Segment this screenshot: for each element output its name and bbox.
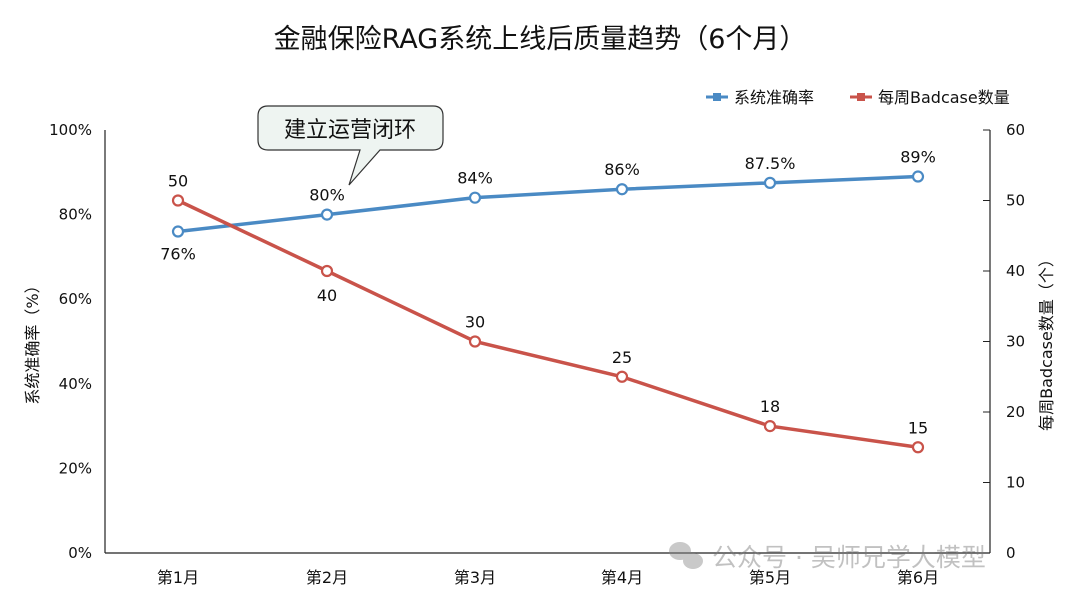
data-label: 15 [908,418,928,437]
data-point [171,194,185,207]
y-tick-label-left: 20% [59,459,92,477]
data-point [320,264,334,278]
x-tick-label: 第6月 [897,568,939,587]
data-label: 50 [168,172,188,191]
callout-text: 建立运营闭环 [284,118,416,143]
wechat-icon-small [683,553,703,569]
legend-marker-badcase-square [857,93,865,101]
wechat-icon [669,542,691,560]
legend-label-badcase: 每周Badcase数量 [878,88,1010,107]
watermark: 公众号 · 吴师兄学大模型 [669,542,986,572]
watermark-text: 公众号 · 吴师兄学大模型 [712,543,986,572]
legend-label-accuracy: 系统准确率 [734,88,814,107]
data-point [911,441,925,454]
y-tick-label-right: 40 [1006,262,1025,280]
data-point [615,370,629,383]
y-tick-label-left: 80% [59,206,92,224]
data-point [171,225,185,238]
legend-marker-accuracy-square [713,93,721,101]
data-point [468,191,482,204]
series-line-accuracy [177,174,919,234]
data-point [615,183,629,196]
data-label: 40 [317,286,337,305]
y-tick-label-right: 10 [1006,474,1025,492]
legend: 系统准确率 每周Badcase数量 [706,88,1010,107]
data-point [468,335,482,348]
y-tick-label-left: 60% [59,290,92,308]
data-label: 25 [612,348,632,367]
x-tick-label: 第1月 [157,568,199,587]
y-tick-label-right: 50 [1006,192,1025,210]
data-label: 89% [900,148,936,167]
x-tick-label: 第3月 [454,568,496,587]
y-tick-label-right: 0 [1006,544,1016,562]
annotation-callout: 建立运营闭环 [257,105,444,186]
y-axis-label-right: 每周Badcase数量（个） [1037,251,1056,431]
data-point [763,176,777,189]
y-tick-label-right: 60 [1006,121,1025,139]
x-tick-label: 第5月 [749,568,791,587]
data-point [911,170,925,183]
y-axis-label-left: 系统准确率（%） [23,277,42,404]
y-tick-label-right: 20 [1006,403,1025,421]
x-tick-label: 第4月 [601,568,643,587]
y-tick-label-right: 30 [1006,333,1025,351]
data-label: 30 [465,313,485,332]
series-line-badcase [177,198,919,449]
data-label: 18 [760,397,780,416]
y-tick-label-left: 100% [49,121,92,139]
data-label: 76% [160,245,196,264]
data-point [320,208,334,221]
x-tick-label: 第2月 [306,568,348,587]
callout-bubble [257,105,444,186]
data-point [763,420,777,433]
data-label: 84% [457,169,493,188]
data-label: 87.5% [745,154,796,173]
data-label: 86% [604,160,640,179]
y-tick-label-left: 0% [68,544,92,562]
y-tick-label-left: 40% [59,375,92,393]
chart-title: 金融保险RAG系统上线后质量趋势（6个月） [274,24,807,55]
data-label: 80% [309,186,345,205]
